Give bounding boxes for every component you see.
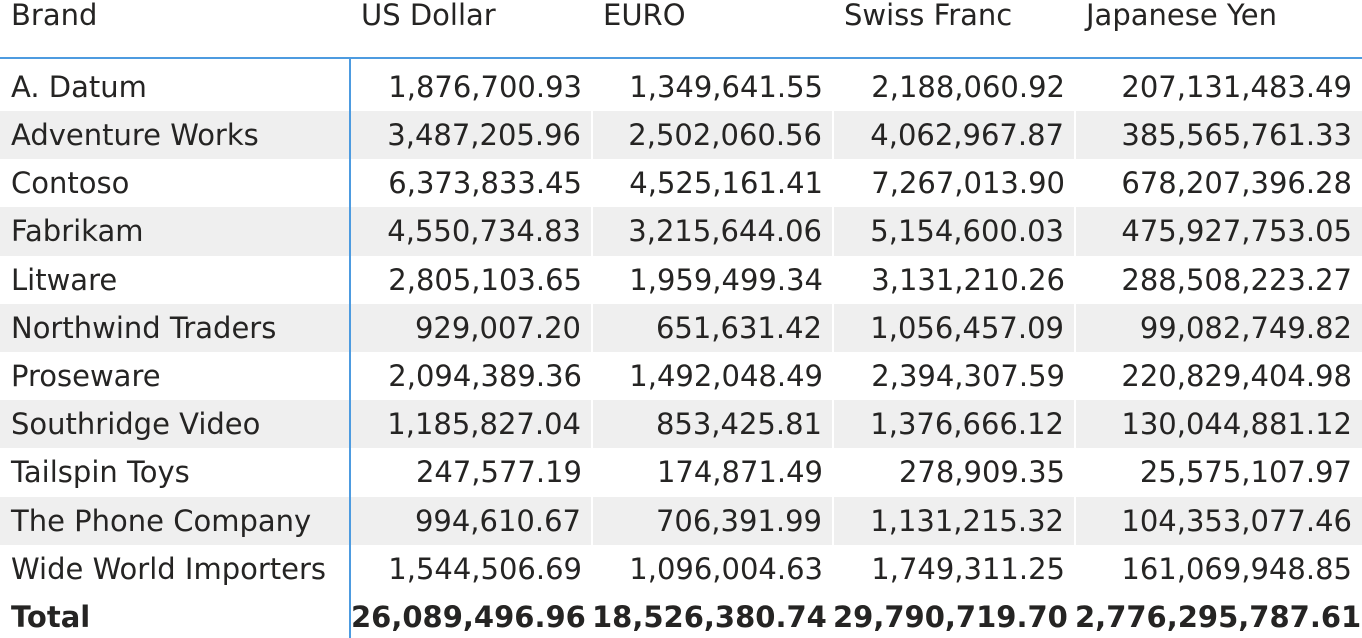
row-header-brand[interactable]: Southridge Video (0, 400, 351, 449)
table-row: Northwind Traders 929,007.20 651,631.42 … (0, 303, 1362, 352)
cell-swiss-franc: 4,062,967.87 (832, 111, 1075, 160)
total-japanese-yen: 2,776,295,787.61 (1075, 599, 1362, 634)
table-row: The Phone Company 994,610.67 706,391.99 … (0, 496, 1362, 545)
row-header-brand[interactable]: Fabrikam (0, 207, 351, 256)
cell-euro: 1,492,048.49 (629, 359, 823, 394)
cell-japanese-yen: 475,927,753.05 (1074, 207, 1362, 256)
row-header-brand[interactable]: Northwind Traders (0, 303, 351, 352)
total-us-dollar: 26,089,496.96 (351, 599, 586, 634)
cell-us-dollar: 2,805,103.65 (388, 262, 582, 297)
cell-us-dollar: 1,876,700.93 (388, 70, 582, 104)
cell-swiss-franc: 1,056,457.09 (832, 303, 1075, 352)
cell-euro: 1,349,641.55 (629, 70, 823, 104)
table-row: Adventure Works 3,487,205.96 2,502,060.5… (0, 111, 1362, 160)
cell-japanese-yen: 207,131,483.49 (1121, 70, 1352, 104)
row-header-brand[interactable]: Litware (0, 255, 351, 304)
cell-us-dollar: 4,550,734.83 (349, 207, 592, 256)
cell-japanese-yen: 161,069,948.85 (1121, 551, 1352, 586)
cell-us-dollar: 1,544,506.69 (388, 551, 582, 586)
cell-japanese-yen: 220,829,404.98 (1121, 359, 1352, 394)
table-row: Tailspin Toys 247,577.19 174,871.49 278,… (0, 448, 1362, 497)
header-row: Brand US Dollar EURO Swiss Franc Japanes… (0, 0, 1362, 59)
cell-japanese-yen: 385,565,761.33 (1074, 111, 1362, 160)
cell-us-dollar: 1,185,827.04 (349, 400, 592, 449)
table-row: Contoso 6,373,833.45 4,525,161.41 7,267,… (0, 159, 1362, 208)
table-row: A. Datum 1,876,700.93 1,349,641.55 2,188… (0, 58, 1362, 111)
cell-us-dollar: 929,007.20 (349, 303, 592, 352)
cell-swiss-franc: 1,376,666.12 (832, 400, 1075, 449)
cell-japanese-yen: 99,082,749.82 (1074, 303, 1362, 352)
cell-euro: 174,871.49 (656, 455, 823, 490)
cell-euro: 4,525,161.41 (629, 166, 823, 201)
table-row: Proseware 2,094,389.36 1,492,048.49 2,39… (0, 351, 1362, 401)
row-header-brand[interactable]: A. Datum (0, 58, 351, 111)
row-header-brand[interactable]: The Phone Company (0, 496, 351, 545)
cell-euro: 2,502,060.56 (591, 111, 833, 160)
table-row: Wide World Importers 1,544,506.69 1,096,… (0, 544, 1362, 593)
cell-us-dollar: 247,577.19 (415, 455, 582, 490)
cell-japanese-yen: 130,044,881.12 (1074, 400, 1362, 449)
total-row: Total 26,089,496.96 18,526,380.74 29,790… (0, 592, 1362, 638)
cell-euro: 651,631.42 (591, 303, 833, 352)
total-euro: 18,526,380.74 (592, 599, 827, 634)
cell-us-dollar: 3,487,205.96 (349, 111, 592, 160)
cell-swiss-franc: 1,749,311.25 (871, 551, 1065, 586)
cell-us-dollar: 994,610.67 (349, 496, 592, 545)
cell-swiss-franc: 1,131,215.32 (832, 496, 1075, 545)
cell-japanese-yen: 678,207,396.28 (1121, 166, 1352, 201)
row-header-brand[interactable]: Contoso (0, 159, 351, 208)
cell-euro: 1,096,004.63 (629, 551, 823, 586)
column-header-brand[interactable]: Brand (0, 0, 350, 59)
column-header-us-dollar[interactable]: US Dollar (350, 0, 592, 59)
column-header-euro[interactable]: EURO (592, 0, 833, 59)
column-header-japanese-yen[interactable]: Japanese Yen (1075, 0, 1362, 59)
cell-swiss-franc: 278,909.35 (898, 455, 1065, 490)
table-row: Southridge Video 1,185,827.04 853,425.81… (0, 400, 1362, 449)
row-header-brand[interactable]: Wide World Importers (0, 544, 351, 593)
cell-euro: 853,425.81 (591, 400, 833, 449)
cell-japanese-yen: 104,353,077.46 (1074, 496, 1362, 545)
table-row: Fabrikam 4,550,734.83 3,215,644.06 5,154… (0, 207, 1362, 256)
cell-swiss-franc: 3,131,210.26 (871, 262, 1065, 297)
table-row: Litware 2,805,103.65 1,959,499.34 3,131,… (0, 255, 1362, 304)
row-header-brand[interactable]: Tailspin Toys (0, 448, 351, 497)
cell-us-dollar: 6,373,833.45 (388, 166, 582, 201)
cell-swiss-franc: 2,394,307.59 (871, 359, 1065, 394)
cell-euro: 3,215,644.06 (591, 207, 833, 256)
total-label: Total (0, 592, 351, 638)
cell-euro: 1,959,499.34 (629, 262, 823, 297)
cell-swiss-franc: 7,267,013.90 (871, 166, 1065, 201)
cell-swiss-franc: 2,188,060.92 (871, 70, 1065, 104)
row-header-brand[interactable]: Adventure Works (0, 111, 351, 160)
cell-japanese-yen: 288,508,223.27 (1121, 262, 1352, 297)
column-header-swiss-franc[interactable]: Swiss Franc (833, 0, 1075, 59)
cell-euro: 706,391.99 (591, 496, 833, 545)
cell-japanese-yen: 25,575,107.97 (1139, 455, 1352, 490)
cell-us-dollar: 2,094,389.36 (388, 359, 582, 394)
row-header-brand[interactable]: Proseware (0, 351, 351, 401)
total-swiss-franc: 29,790,719.70 (833, 599, 1068, 634)
cell-swiss-franc: 5,154,600.03 (832, 207, 1075, 256)
